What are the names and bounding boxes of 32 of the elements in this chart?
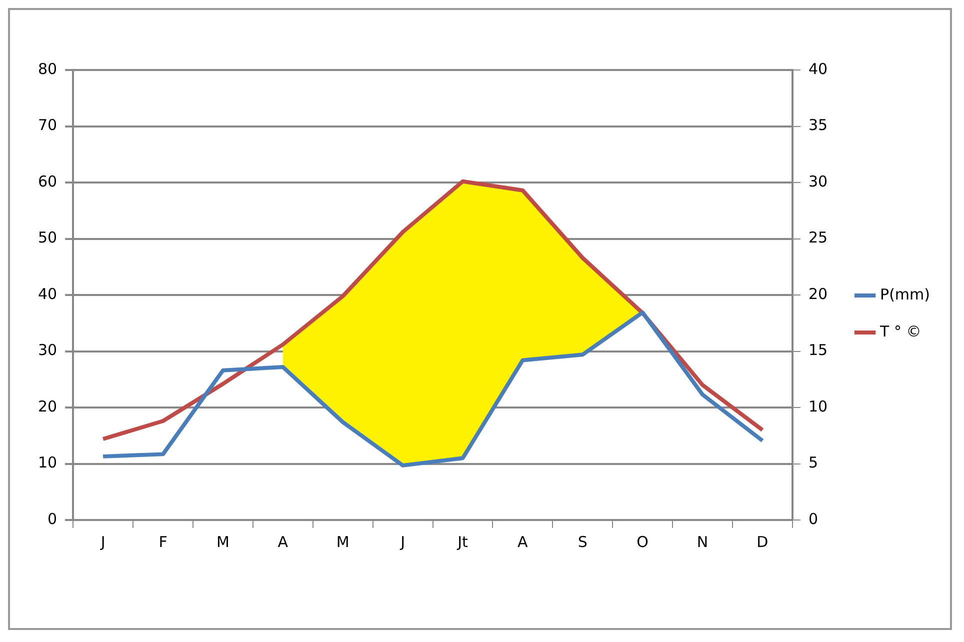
y2-tick-label: 40 [808, 60, 828, 78]
y-tick-label: 0 [48, 510, 58, 528]
x-tick-label: F [158, 532, 168, 551]
x-tick-label: N [696, 532, 708, 551]
y2-tick-label: 35 [808, 116, 828, 134]
y2-tick-label: 10 [808, 397, 828, 416]
y2-tick-label: 5 [808, 454, 818, 472]
x-tick-label: J [400, 532, 406, 551]
x-tick-label: M [216, 532, 230, 551]
y-tick-label: 70 [38, 116, 58, 134]
y2-tick-label: 0 [808, 510, 818, 528]
x-tick-label: Jt [456, 532, 468, 551]
legend-label: P(mm) [880, 285, 930, 304]
y2-tick-label: 15 [808, 341, 828, 360]
y-tick-label: 30 [38, 341, 58, 360]
y2-tick-label: 30 [808, 172, 828, 190]
y2-tick-label: 20 [808, 284, 828, 303]
x-tick-label: M [336, 532, 350, 551]
y-tick-label: 20 [38, 397, 58, 416]
y-tick-label: 50 [38, 228, 58, 247]
y2-tick-label: 25 [808, 228, 828, 247]
x-tick-label: D [756, 532, 768, 551]
x-tick-label: J [100, 532, 106, 551]
x-tick-label: S [578, 532, 588, 551]
legend-label: T ° © [879, 322, 922, 340]
y-tick-label: 40 [38, 284, 58, 303]
x-tick-label: A [518, 532, 529, 551]
y-tick-label: 10 [38, 454, 58, 472]
y-tick-label: 80 [38, 60, 58, 78]
y-tick-label: 60 [38, 172, 58, 190]
x-tick-label: O [636, 532, 648, 551]
x-tick-label: A [278, 532, 289, 551]
